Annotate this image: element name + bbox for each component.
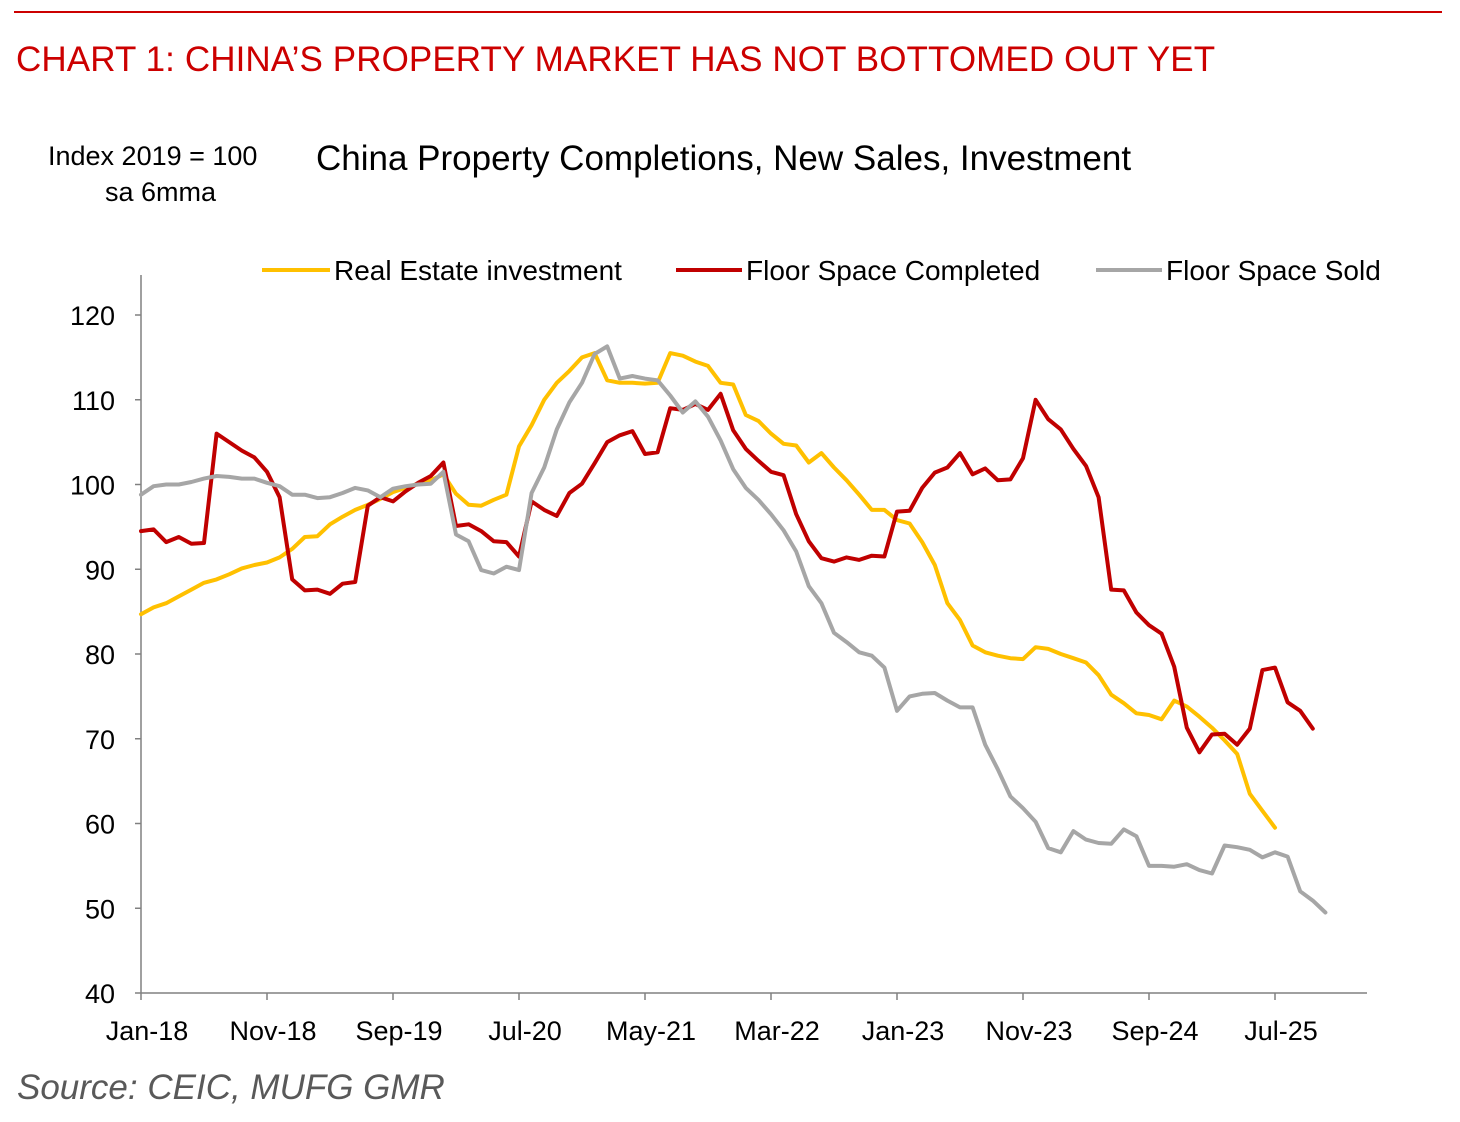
legend-label-floor-space-completed: Floor Space Completed — [746, 255, 1040, 286]
x-tick-label: May-21 — [606, 1016, 696, 1046]
y-tick-label: 70 — [85, 725, 115, 755]
series-line-floor-space-sold — [139, 344, 1328, 915]
axes: 40 50 60 70 80 90 100 110 120 Jan-18 Nov-18 Sep-19 J… — [70, 275, 1367, 1046]
x-tick-label: Sep-19 — [355, 1016, 442, 1046]
series-lines — [139, 344, 1328, 915]
x-tick-label: Jul-25 — [1244, 1016, 1318, 1046]
x-tick-label: Jan-18 — [106, 1016, 189, 1046]
x-tick-label: Nov-18 — [229, 1016, 316, 1046]
top-rule — [14, 11, 1442, 13]
series-line-floor-space-completed — [139, 391, 1315, 755]
legend-label-floor-space-sold: Floor Space Sold — [1166, 255, 1381, 286]
legend-label-real-estate-investment: Real Estate investment — [334, 255, 622, 286]
y-tick-label: 80 — [85, 640, 115, 670]
y-unit-label: Index 2019 = 100 — [48, 141, 258, 171]
y-tick-label: 100 — [70, 471, 115, 501]
y-unit-sublabel: sa 6mma — [105, 177, 217, 207]
x-tick-label: Jan-23 — [862, 1016, 945, 1046]
source-note: Source: CEIC, MUFG GMR — [17, 1068, 445, 1107]
legend: Real Estate investment Floor Space Comple… — [262, 255, 1381, 286]
y-tick-label: 50 — [85, 894, 115, 924]
x-tick-label: Mar-22 — [734, 1016, 820, 1046]
y-tick-label: 110 — [72, 386, 115, 416]
x-tick-label: Jul-20 — [488, 1016, 562, 1046]
y-tick-label: 90 — [85, 555, 115, 585]
y-tick-label: 60 — [85, 810, 115, 840]
y-tick-label: 120 — [70, 301, 115, 331]
x-tick-label: Nov-23 — [985, 1016, 1072, 1046]
x-tick-label: Sep-24 — [1111, 1016, 1198, 1046]
chart-title: China Property Completions, New Sales, I… — [316, 139, 1132, 178]
series-line-real-estate-investment — [139, 351, 1277, 830]
y-tick-label: 40 — [85, 979, 115, 1009]
headline: CHART 1: CHINA’S PROPERTY MARKET HAS NOT… — [16, 40, 1216, 79]
